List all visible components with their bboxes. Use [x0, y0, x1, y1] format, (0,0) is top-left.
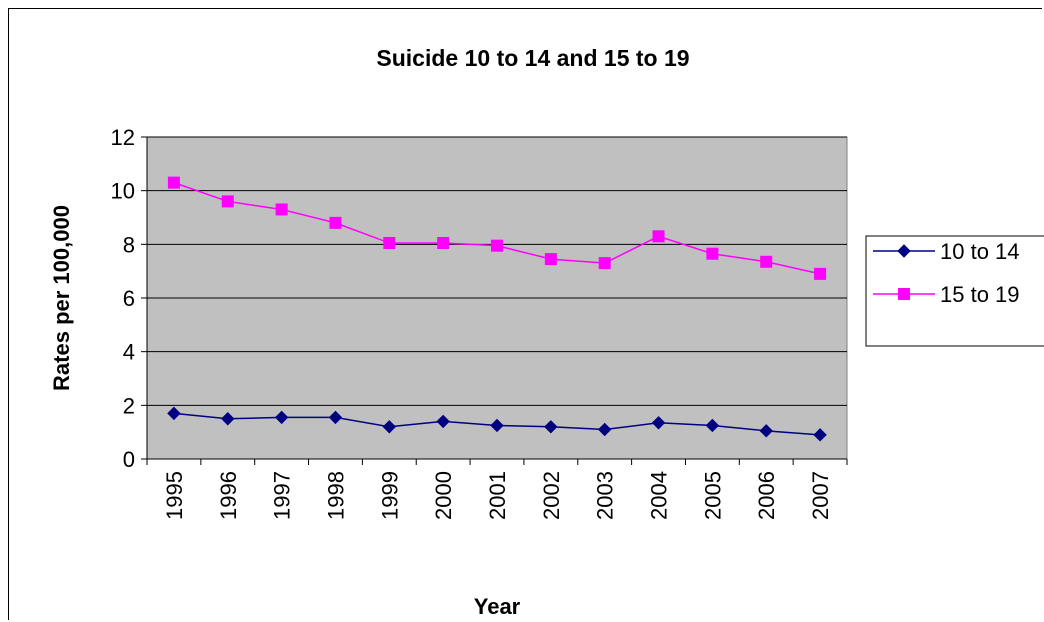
data-point [436, 414, 450, 429]
y-tick-label: 4 [123, 340, 135, 365]
data-point [274, 410, 289, 425]
data-point [383, 236, 396, 249]
data-point [759, 424, 773, 438]
data-point [275, 203, 288, 216]
x-tick-label: 2006 [754, 471, 779, 520]
legend-box [865, 235, 1044, 347]
data-point [491, 239, 503, 252]
x-tick-label: 1998 [323, 471, 348, 520]
legend-swatch-marker [898, 288, 910, 300]
data-point [490, 418, 504, 433]
x-tick-label: 2001 [485, 471, 510, 520]
data-point [598, 257, 611, 270]
y-tick-label: 6 [123, 286, 135, 311]
data-point [167, 176, 180, 189]
data-point [437, 236, 450, 249]
data-point [221, 195, 234, 208]
y-tick-label: 8 [123, 232, 135, 257]
data-point [167, 406, 181, 421]
series-markers [167, 176, 827, 442]
data-point [544, 420, 558, 434]
x-tick-label: 2004 [647, 471, 672, 520]
data-point [328, 410, 343, 425]
data-point [382, 420, 397, 434]
y-tick-label: 0 [123, 447, 135, 472]
chart-title: Suicide 10 to 14 and 15 to 19 [376, 45, 689, 71]
x-tick-label: 1996 [216, 471, 241, 520]
data-point [221, 412, 235, 426]
y-tick-label: 2 [123, 393, 135, 418]
gridlines [147, 136, 847, 406]
x-tick-labels: 1995 1996 1997 1998 1999 2000 2001 2002 2003 2004… [162, 471, 833, 520]
x-tick-label: 1995 [162, 471, 187, 520]
data-point [544, 253, 557, 266]
data-point [705, 418, 720, 433]
data-point [814, 267, 827, 280]
y-tick-labels: 0 2 4 6 8 10 12 [111, 125, 135, 472]
data-point [651, 416, 666, 430]
y-axis-label: Rates per 100,000 [49, 205, 74, 391]
x-tick-label: 2003 [593, 471, 618, 520]
data-point [597, 422, 612, 437]
legend-swatch-marker [897, 244, 911, 258]
y-tick-label: 10 [111, 179, 135, 204]
data-point [813, 428, 827, 442]
legend: 10 to 14 15 to 19 [865, 235, 1044, 347]
x-tick-label: 1999 [377, 471, 402, 520]
x-tick-label: 2002 [539, 471, 564, 520]
data-point [652, 230, 665, 243]
x-tick-label: 2000 [431, 471, 456, 520]
x-axis-label: Year [474, 594, 521, 619]
legend-label: 10 to 14 [940, 239, 1020, 264]
x-tick-label: 2005 [700, 471, 725, 520]
x-tick-label: 2007 [808, 471, 833, 520]
data-point [329, 216, 342, 229]
axes [141, 136, 848, 465]
x-tick-label: 1997 [270, 471, 295, 520]
data-point [706, 247, 719, 260]
y-tick-label: 12 [111, 125, 135, 150]
legend-label: 15 to 19 [940, 282, 1020, 307]
data-point [760, 255, 773, 268]
